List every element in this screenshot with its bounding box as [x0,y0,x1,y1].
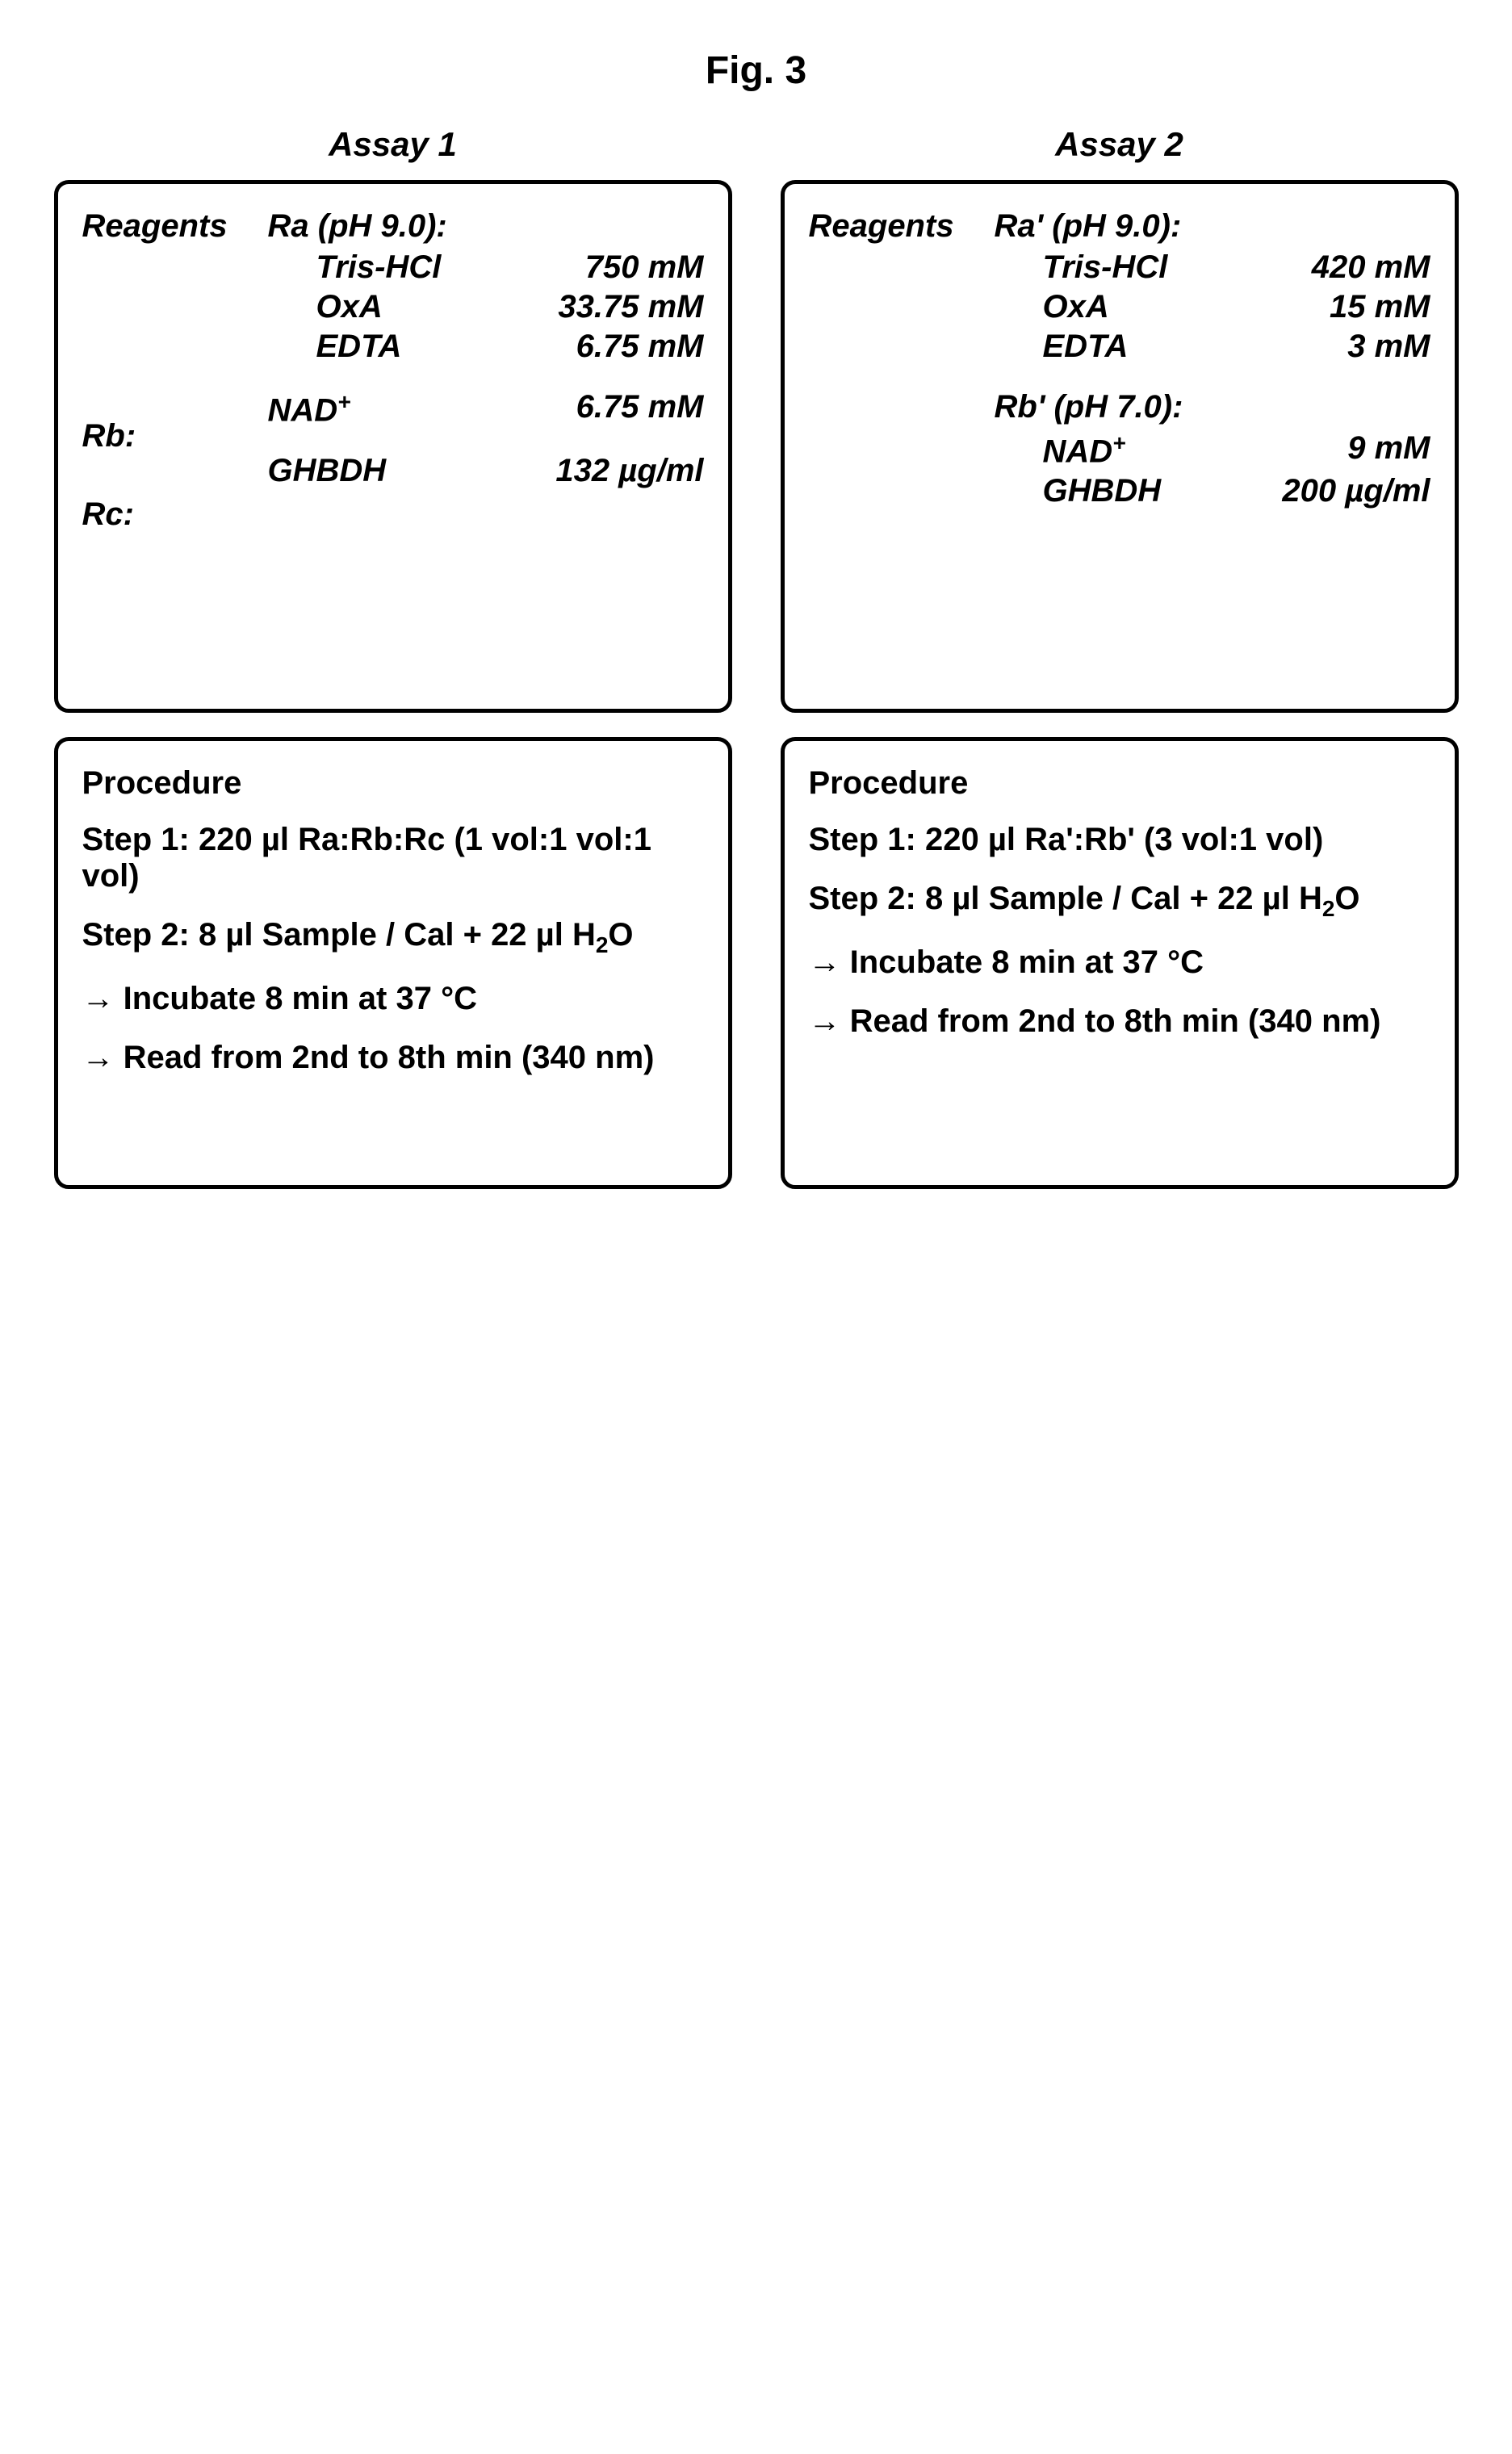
reagents-label-text: Reagents [809,208,978,245]
rb-label: Rb: [82,418,252,454]
conc: 6.75 mM [576,389,704,429]
assay-1-title: Assay 1 [54,125,732,164]
procedure-line: Step 2: 8 µl Sample / Cal + 22 µl H2O [809,881,1430,922]
assay-2-reagents-box: Reagents Ra' (pH 9.0): Tris-HCl 420 mM O… [781,180,1459,713]
chem: OxA [316,289,559,325]
assay-1-reagents-box: Reagents Rb: Rc: Ra (pH 9.0): Tris-HCl 7… [54,180,732,713]
reagent-group-rb: NAD+ 6.75 mM [268,389,704,429]
reagent-row: GHBDH 200 µg/ml [995,473,1430,509]
procedure-label: Procedure [82,765,704,802]
chem: GHBDH [268,453,556,489]
procedure-line: → Read from 2nd to 8th min (340 nm) [82,1040,704,1076]
reagents-label-text: Reagents [82,208,252,245]
rb-prime-name: Rb' (pH 7.0): [995,389,1430,425]
reagent-row: GHBDH 132 µg/ml [268,453,704,489]
conc: 420 mM [1312,249,1430,286]
reagents-label: Reagents Rb: Rc: [82,208,252,536]
chem: EDTA [1043,329,1348,365]
ra-prime-name: Ra' (pH 9.0): [995,208,1430,245]
chem: NAD+ [1043,430,1348,470]
figure-title: Fig. 3 [32,48,1480,93]
assay-2-procedure-box: Procedure Step 1: 220 µl Ra':Rb' (3 vol:… [781,737,1459,1189]
procedure-line: → Incubate 8 min at 37 °C [809,944,1430,981]
reagent-row: Tris-HCl 750 mM [268,249,704,286]
procedure-line: Step 1: 220 µl Ra:Rb:Rc (1 vol:1 vol:1 v… [82,822,704,894]
conc: 132 µg/ml [555,453,703,489]
reagent-group-ra-prime: Ra' (pH 9.0): Tris-HCl 420 mM OxA 15 mM … [995,208,1430,365]
conc: 3 mM [1347,329,1430,365]
procedure-label: Procedure [809,765,1430,802]
reagent-row: EDTA 6.75 mM [268,329,704,365]
conc: 6.75 mM [576,329,704,365]
reagent-row: OxA 15 mM [995,289,1430,325]
reagent-row: EDTA 3 mM [995,329,1430,365]
reagent-group-ra: Ra (pH 9.0): Tris-HCl 750 mM OxA 33.75 m… [268,208,704,365]
chem: EDTA [316,329,576,365]
procedure-line: → Incubate 8 min at 37 °C [82,981,704,1017]
conc: 15 mM [1330,289,1430,325]
procedure-line: Step 1: 220 µl Ra':Rb' (3 vol:1 vol) [809,822,1430,858]
procedure-line: Step 2: 8 µl Sample / Cal + 22 µl H2O [82,917,704,958]
chem: OxA [1043,289,1330,325]
chem: GHBDH [1043,473,1283,509]
reagent-row: OxA 33.75 mM [268,289,704,325]
reagent-group-rb-prime: Rb' (pH 7.0): NAD+ 9 mM GHBDH 200 µg/ml [995,389,1430,509]
procedure-line: → Read from 2nd to 8th min (340 nm) [809,1003,1430,1040]
chem: Tris-HCl [1043,249,1312,286]
chem: Tris-HCl [316,249,585,286]
conc: 750 mM [585,249,704,286]
reagent-row: NAD+ 9 mM [995,430,1430,470]
reagents-label: Reagents [809,208,978,513]
reagent-row: NAD+ 6.75 mM [268,389,704,429]
conc: 200 µg/ml [1282,473,1430,509]
rc-label: Rc: [82,496,252,533]
assay-1-procedure-box: Procedure Step 1: 220 µl Ra:Rb:Rc (1 vol… [54,737,732,1189]
assay-2: Assay 2 Reagents Ra' (pH 9.0): Tris-HCl … [781,125,1459,1189]
assays-container: Assay 1 Reagents Rb: Rc: Ra (pH 9.0): Tr… [32,125,1480,1189]
chem: NAD+ [268,389,576,429]
assay-2-title: Assay 2 [781,125,1459,164]
conc: 9 mM [1347,430,1430,470]
assay-1: Assay 1 Reagents Rb: Rc: Ra (pH 9.0): Tr… [54,125,732,1189]
reagent-row: Tris-HCl 420 mM [995,249,1430,286]
conc: 33.75 mM [558,289,703,325]
ra-name: Ra (pH 9.0): [268,208,704,245]
reagent-group-rc: GHBDH 132 µg/ml [268,453,704,489]
